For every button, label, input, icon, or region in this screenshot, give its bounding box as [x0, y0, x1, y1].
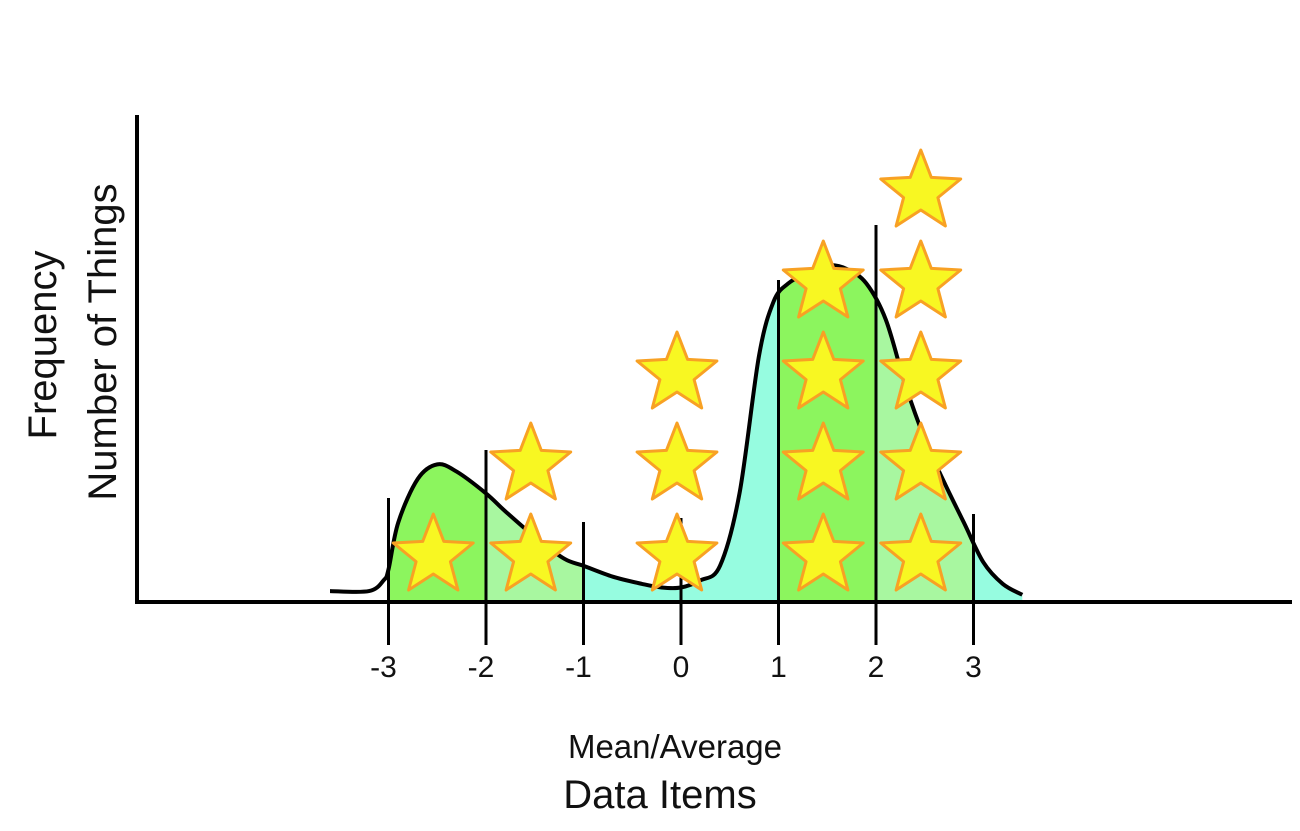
star-marker	[781, 330, 865, 410]
x-axis-title: Data Items	[563, 773, 756, 817]
star-marker	[781, 421, 865, 501]
x-tick-label: 3	[965, 651, 982, 684]
star-markers	[391, 148, 963, 592]
y-axis-title-top: Frequency	[21, 251, 65, 440]
star-marker	[781, 239, 865, 319]
star-marker	[489, 421, 573, 501]
star-marker	[781, 512, 865, 592]
star-marker	[879, 330, 963, 410]
vertical-tick-lines	[387, 225, 975, 645]
star-marker	[879, 148, 963, 228]
star-marker	[879, 512, 963, 592]
star-marker	[489, 512, 573, 592]
star-marker	[635, 330, 719, 410]
star-marker	[391, 512, 475, 592]
x-axis-title-top: Mean/Average	[568, 728, 782, 765]
x-tick-label: -3	[370, 651, 397, 684]
x-tick-label: 1	[770, 651, 787, 684]
star-marker	[635, 421, 719, 501]
y-axis-title: Number of Things	[81, 183, 125, 500]
star-marker	[879, 239, 963, 319]
star-marker	[635, 512, 719, 592]
x-tick-label: -2	[468, 651, 495, 684]
star-marker	[879, 421, 963, 501]
x-tick-label: 0	[673, 651, 690, 684]
x-tick-label: -1	[565, 651, 592, 684]
x-tick-label: 2	[868, 651, 885, 684]
x-tick-labels: -3 -2 -1 0 1 2 3	[370, 651, 982, 684]
